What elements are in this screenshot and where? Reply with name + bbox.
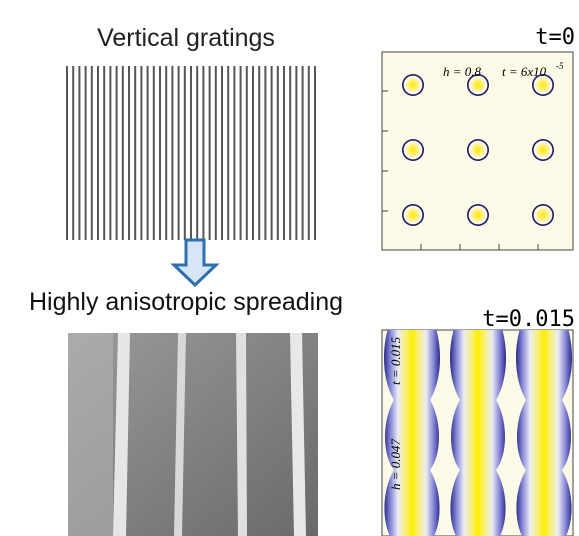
droplet: [402, 74, 424, 96]
gratings: [67, 66, 315, 240]
spread-column: [516, 330, 572, 536]
droplet: [402, 139, 424, 161]
panel-initial: h = 0.8 t = 6x10 -5: [382, 52, 573, 250]
arrow: [174, 240, 216, 285]
panel-label-exponent: -5: [556, 61, 564, 71]
droplet: [532, 204, 554, 226]
bottom-title: Highly anisotropic spreading: [29, 288, 343, 316]
photo: [68, 333, 318, 536]
droplet: [467, 139, 489, 161]
droplet: [402, 204, 424, 226]
droplet: [467, 204, 489, 226]
panel-label: t = 0.015: [388, 336, 403, 385]
panel-label: t = 6x10: [502, 64, 547, 79]
page: Vertical gratings Highly anisotropic spr…: [0, 0, 579, 536]
time-label: t=0: [535, 25, 575, 50]
panel-spread: h = 0.047 t = 0.015: [382, 330, 573, 536]
droplet: [532, 139, 554, 161]
time-label: t=0.015: [482, 307, 575, 332]
panel-label: h = 0.047: [388, 438, 403, 490]
panel-label: h = 0.8: [443, 64, 482, 79]
figure: Vertical gratings Highly anisotropic spr…: [0, 0, 579, 536]
spread-column: [450, 330, 506, 536]
top-title: Vertical gratings: [97, 24, 275, 52]
